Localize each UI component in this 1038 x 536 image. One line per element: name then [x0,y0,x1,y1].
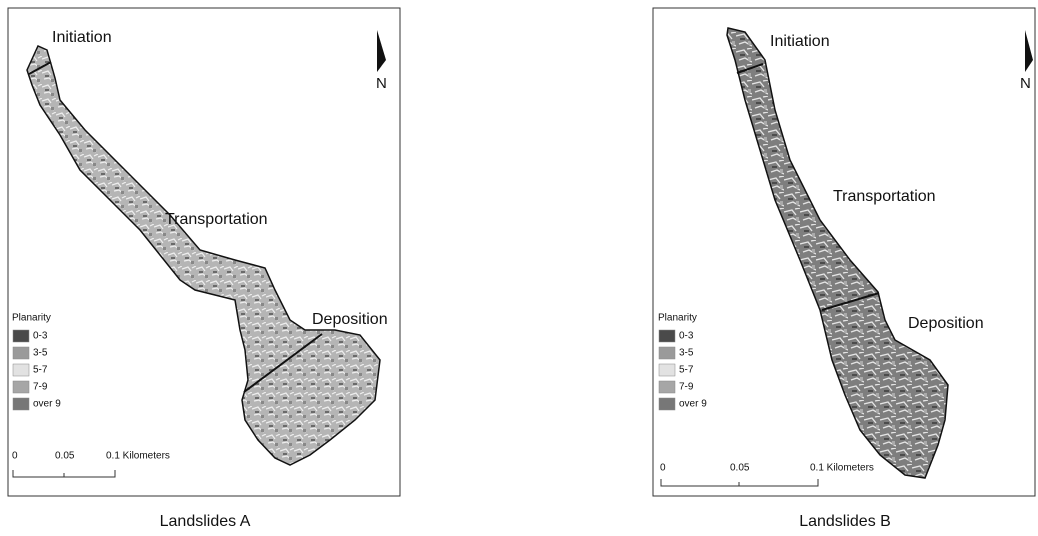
zone-label: Deposition [908,315,984,332]
legend-label: 0-3 [679,331,694,342]
scale-label: 0.05 [730,463,750,474]
legend-swatch [659,330,675,342]
zone-label: Transportation [165,211,268,228]
legend-swatch [13,330,29,342]
north-label: N [376,75,387,92]
zone-label: Initiation [770,33,830,50]
legend-label: 5-7 [33,365,48,376]
legend-swatch [13,364,29,376]
legend-label: 3-5 [679,348,694,359]
legend-label: 0-3 [33,331,48,342]
zone-label: Deposition [312,311,388,328]
north-label: N [1020,75,1031,92]
legend-title: Planarity [12,313,51,324]
zone-label: Transportation [833,188,936,205]
legend-label: 5-7 [679,365,694,376]
caption: Landslides A [160,513,251,530]
legend-swatch [13,347,29,359]
legend-swatch [659,398,675,410]
legend-swatch [659,381,675,393]
legend-label: 3-5 [33,348,48,359]
zone-label: Initiation [52,29,112,46]
legend-label: 7-9 [33,382,48,393]
legend-title: Planarity [658,313,697,324]
scale-label: 0.1 Kilometers [106,451,170,462]
scale-label: 0.05 [55,451,75,462]
legend-swatch [13,381,29,393]
figure: Initiation Transportation Deposition N P… [0,0,1038,536]
legend-label: over 9 [33,399,61,410]
caption: Landslides B [799,513,891,530]
legend-label: over 9 [679,399,707,410]
legend-label: 7-9 [679,382,694,393]
legend-swatch [659,347,675,359]
panel-b: Initiation Transportation Deposition N P… [653,8,1035,530]
legend-swatch [13,398,29,410]
panel-a: Initiation Transportation Deposition N P… [8,8,400,530]
scale-label: 0 [660,463,666,474]
scale-label: 0 [12,451,18,462]
scale-label: 0.1 Kilometers [810,463,874,474]
legend-swatch [659,364,675,376]
